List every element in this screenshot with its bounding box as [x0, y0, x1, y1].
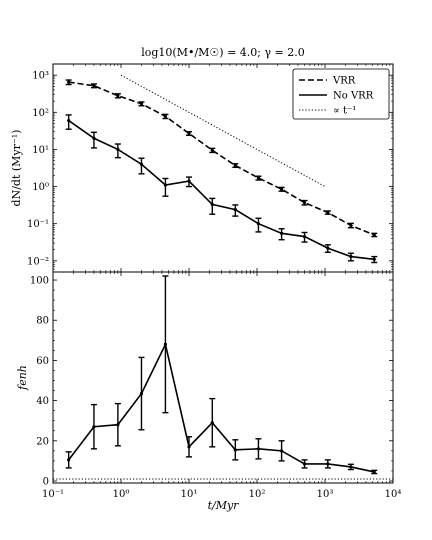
y-tick-label: 10⁰	[32, 182, 49, 193]
top-vrr-point	[116, 94, 120, 98]
bottom-fenh-point	[163, 342, 168, 346]
legend-label: VRR	[332, 76, 356, 87]
y-tick-label: 0	[43, 476, 49, 487]
top-novrr-point	[233, 207, 237, 212]
x-tick-label: 10¹	[181, 489, 198, 500]
top-vrr-point	[210, 148, 214, 152]
bottom-fenh-point	[279, 449, 284, 453]
top-vrr-point	[67, 80, 71, 84]
top-vrr-point	[349, 223, 353, 227]
y-tick-label: 20	[36, 436, 49, 447]
top-novrr-point	[139, 162, 144, 166]
bottom-fenh-point	[372, 470, 376, 474]
top-novrr-point	[349, 254, 353, 259]
bottom-panel-frame	[52, 271, 394, 484]
x-tick-label: 10⁴	[385, 489, 402, 500]
top-vrr-point	[187, 131, 191, 136]
x-tick-label: 10³	[317, 489, 334, 500]
legend-label: ∝ t⁻¹	[333, 106, 356, 117]
bottom-fenh-point	[256, 447, 261, 451]
bottom-fenh-line	[68, 341, 375, 473]
legend-box	[292, 68, 390, 120]
top-novrr-point	[326, 246, 330, 250]
bottom-fenh-point	[92, 425, 96, 429]
top-novrr-point	[116, 147, 120, 152]
top-y-axis-label: dN/dt (Myr⁻¹)	[10, 130, 23, 207]
top-vrr-point	[256, 176, 261, 180]
top-vrr-point	[233, 163, 237, 168]
chart-title: log10(M•/M☉) = 4.0; γ = 2.0	[141, 46, 305, 59]
bottom-fenh-point	[210, 421, 214, 425]
top-vrr-point	[92, 84, 96, 88]
x-axis-label: t/Myr	[208, 499, 240, 512]
bottom-fenh-point	[67, 458, 71, 462]
y-tick-label: 10³	[32, 71, 49, 82]
y-tick-label: 60	[36, 356, 49, 367]
bottom-fenh-point	[139, 391, 144, 396]
y-tick-label: 10¹	[32, 145, 49, 156]
x-tick-label: 10²	[249, 489, 266, 500]
y-tick-label: 80	[36, 316, 49, 327]
top-vrr-point	[163, 114, 168, 118]
top-novrr-point	[163, 183, 168, 187]
top-vrr-line	[68, 81, 375, 236]
y-tick-label: 40	[36, 396, 49, 407]
legend-label: No VRR	[333, 91, 374, 102]
top-novrr-point	[210, 202, 214, 207]
bottom-y-axis-label: fenh	[16, 365, 29, 391]
bottom-fenh-point	[326, 462, 330, 466]
top-vrr-point	[326, 210, 330, 215]
top-novrr-point	[279, 231, 284, 235]
top-novrr-point	[372, 257, 376, 261]
top-novrr-line	[68, 119, 375, 261]
bottom-fenh-point	[233, 448, 237, 452]
top-vrr-point	[302, 200, 307, 205]
x-tick-label: 10⁰	[113, 489, 130, 500]
top-novrr-point	[256, 222, 261, 226]
y-tick-label: 10⁻¹	[27, 219, 49, 230]
y-tick-label: 100	[30, 276, 49, 287]
top-novrr-point	[67, 118, 71, 123]
top-novrr-point	[92, 136, 96, 140]
bottom-fenh-point	[302, 462, 307, 466]
bottom-fenh-point	[349, 465, 353, 469]
top-powerlaw-line	[120, 74, 326, 187]
x-tick-label: 10⁻¹	[42, 489, 64, 500]
top-novrr-point	[302, 234, 307, 239]
top-vrr-point	[279, 187, 284, 191]
bottom-fenh-point	[187, 445, 191, 449]
top-novrr-point	[187, 179, 191, 183]
top-vrr-point	[372, 233, 376, 237]
top-vrr-point	[139, 102, 144, 106]
y-tick-label: 10⁻²	[27, 256, 49, 267]
bottom-fenh-point	[116, 423, 120, 427]
y-tick-label: 10²	[32, 108, 49, 119]
